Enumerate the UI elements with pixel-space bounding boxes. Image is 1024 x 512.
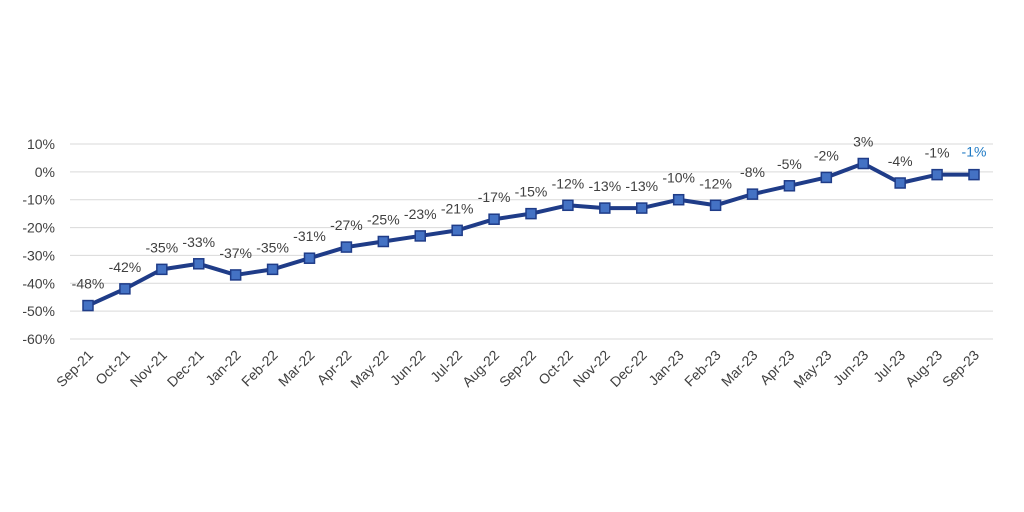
data-label: -12% (552, 175, 585, 191)
data-label: -21% (441, 200, 474, 216)
data-label: -31% (293, 228, 326, 244)
data-point-marker (820, 171, 833, 184)
data-point-marker (968, 168, 980, 181)
y-axis: 10% 0% -10% -20% -30% -40% -50% -60% (22, 136, 55, 347)
data-point-marker (266, 263, 279, 276)
data-label: -35% (145, 239, 178, 255)
data-label: -1% (925, 145, 950, 161)
y-tick-label: -60% (22, 331, 55, 347)
data-point-marker (82, 299, 94, 312)
data-label: -2% (814, 147, 839, 163)
x-tick-label: Oct-22 (535, 347, 576, 388)
y-tick-label: 0% (35, 164, 55, 180)
x-tick-label: Jun-22 (387, 347, 429, 389)
data-point-marker (746, 188, 759, 200)
data-label: -48% (72, 276, 105, 292)
data-point-marker (156, 263, 168, 276)
x-tick-label: May-22 (347, 347, 391, 391)
data-point-marker (303, 252, 316, 264)
data-label: -37% (219, 245, 252, 261)
data-label: 3% (853, 134, 873, 150)
x-tick-label: Nov-22 (570, 347, 613, 390)
data-point-marker (525, 207, 537, 220)
data-labels: -48%-42%-35% -33%-37% -35%-31%-27% -25% -23%… (72, 134, 987, 292)
data-label: -12% (699, 175, 732, 191)
data-point-marker (599, 202, 611, 214)
y-tick-label: 10% (27, 136, 55, 152)
data-point-marker (488, 213, 500, 225)
data-point-marker (193, 258, 205, 270)
x-tick-label: Jan-23 (645, 347, 687, 389)
data-point-marker (119, 283, 131, 295)
data-label: -27% (330, 217, 363, 233)
x-tick-label: May-23 (790, 347, 834, 391)
data-point-marker (894, 177, 906, 189)
data-point-marker (783, 180, 796, 192)
data-point-marker (377, 235, 390, 248)
data-label: -35% (256, 239, 289, 255)
y-tick-label: -40% (22, 275, 55, 291)
data-label: -5% (777, 156, 802, 172)
series-line-group (82, 157, 980, 312)
gridlines (70, 143, 993, 340)
data-label: -33% (182, 234, 215, 250)
data-label-latest: -1% (962, 144, 987, 160)
x-tick-label: Sep-22 (496, 347, 539, 390)
x-tick-label: Jun-23 (830, 347, 872, 389)
y-tick-label: -20% (22, 220, 55, 236)
data-label: -15% (515, 184, 548, 200)
data-point-marker (451, 224, 463, 237)
data-point-marker (636, 202, 648, 214)
y-tick-label: -50% (22, 303, 55, 319)
data-label: -17% (478, 189, 511, 205)
data-point-marker (857, 157, 869, 170)
x-tick-label: Nov-21 (127, 347, 170, 390)
data-point-marker (562, 199, 574, 212)
data-point-marker (414, 230, 426, 242)
data-point-marker (709, 199, 722, 212)
x-tick-label: Feb-22 (238, 347, 281, 390)
data-point-marker (931, 168, 943, 181)
x-tick-label: Mar-23 (718, 347, 761, 390)
y-tick-label: -10% (22, 192, 55, 208)
data-label: -10% (662, 170, 695, 186)
data-point-marker (229, 269, 242, 281)
x-tick-label: Mar-22 (275, 347, 318, 390)
x-tick-label: Dec-21 (164, 347, 207, 390)
data-label: -42% (109, 259, 142, 275)
data-label: -13% (588, 178, 621, 194)
x-tick-label: Oct-21 (92, 347, 133, 388)
x-tick-label: Sep-23 (939, 347, 982, 390)
data-point-marker (672, 193, 685, 206)
x-tick-label: Jan-22 (202, 347, 244, 389)
x-axis: Sep-21Oct-21Nov-21Dec-21Jan-22Feb-22Mar-… (53, 347, 982, 391)
x-tick-label: Feb-23 (681, 347, 724, 390)
data-point-marker (340, 241, 353, 253)
data-label: -23% (404, 206, 437, 222)
data-label: -4% (888, 153, 913, 169)
data-label: -8% (740, 164, 765, 180)
data-label: -25% (367, 212, 400, 228)
x-tick-label: Sep-21 (53, 347, 96, 390)
x-tick-label: Aug-22 (459, 347, 502, 390)
data-label: -13% (625, 178, 658, 194)
y-tick-label: -30% (22, 247, 55, 263)
x-tick-label: Aug-23 (902, 347, 945, 390)
x-tick-label: Dec-22 (607, 347, 650, 390)
